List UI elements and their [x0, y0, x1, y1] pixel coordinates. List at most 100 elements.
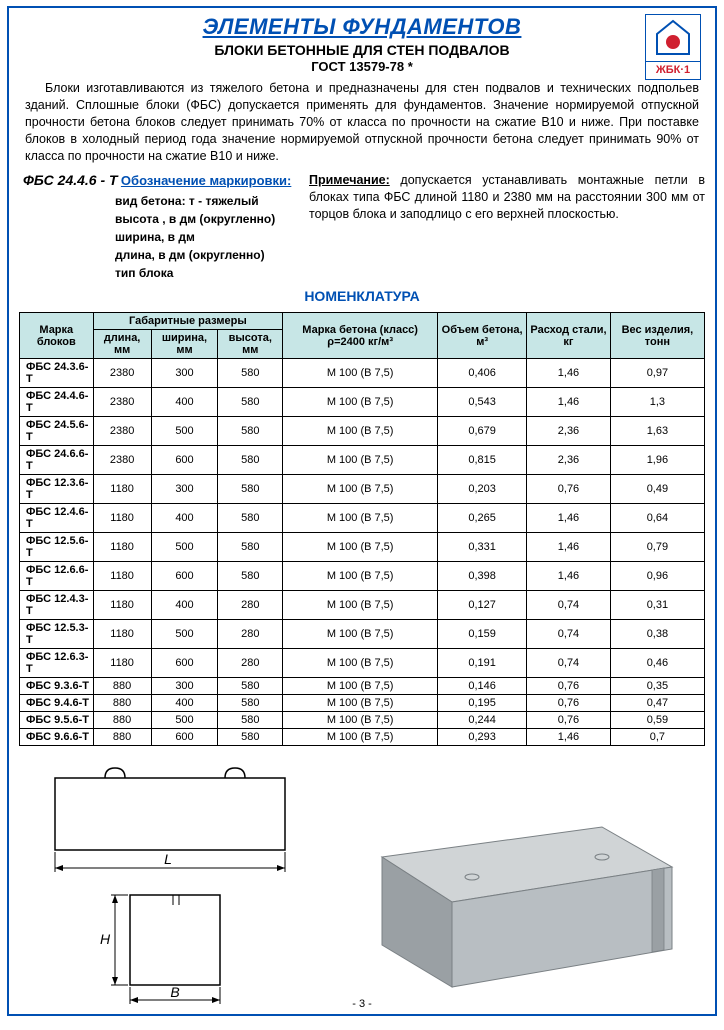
table-cell: 500 [151, 533, 218, 562]
table-cell: 2,36 [527, 446, 611, 475]
table-cell: ФБС 12.5.3-Т [20, 620, 94, 649]
page-number: - 3 - [9, 998, 715, 1010]
table-cell: 300 [151, 678, 218, 695]
svg-text:H: H [100, 931, 111, 947]
table-cell: 0,59 [610, 712, 704, 729]
marking-legend: ФБС 24.4.6 - Т Обозначение маркировки: в… [19, 172, 299, 282]
table-cell: 600 [151, 729, 218, 746]
table-cell: ФБС 24.4.6-Т [20, 388, 94, 417]
table-cell: 1180 [93, 475, 151, 504]
table-cell: 1180 [93, 533, 151, 562]
logo: ЖБК·1 [645, 14, 701, 80]
table-cell: 0,127 [438, 591, 527, 620]
table-cell: 580 [218, 475, 283, 504]
page-subtitle: БЛОКИ БЕТОННЫЕ ДЛЯ СТЕН ПОДВАЛОВ [19, 42, 705, 58]
table-cell: М 100 (В 7,5) [283, 359, 438, 388]
table-cell: М 100 (В 7,5) [283, 620, 438, 649]
table-cell: ФБС 12.4.3-Т [20, 591, 94, 620]
page-title: ЭЛЕМЕНТЫ ФУНДАМЕНТОВ [19, 14, 705, 40]
th-class: Марка бетона (класс) ρ=2400 кг/м³ [283, 313, 438, 359]
table-cell: ФБС 9.6.6-Т [20, 729, 94, 746]
table-cell: 0,195 [438, 695, 527, 712]
table-cell: 0,31 [610, 591, 704, 620]
table-cell: 580 [218, 533, 283, 562]
table-cell: М 100 (В 7,5) [283, 712, 438, 729]
table-cell: М 100 (В 7,5) [283, 695, 438, 712]
diagrams: L B H [19, 760, 705, 1013]
table-cell: 880 [93, 678, 151, 695]
table-cell: ФБС 9.5.6-Т [20, 712, 94, 729]
gost-code: ГОСТ 13579-78 * [19, 59, 705, 74]
table-cell: 580 [218, 678, 283, 695]
table-cell: 580 [218, 712, 283, 729]
table-cell: ФБС 9.4.6-Т [20, 695, 94, 712]
table-row: ФБС 9.4.6-Т880400580М 100 (В 7,5)0,1950,… [20, 695, 705, 712]
page: ЭЛЕМЕНТЫ ФУНДАМЕНТОВ БЛОКИ БЕТОННЫЕ ДЛЯ … [7, 6, 717, 1016]
table-cell: М 100 (В 7,5) [283, 446, 438, 475]
table-cell: 300 [151, 475, 218, 504]
th-width: ширина, мм [151, 330, 218, 359]
table-cell: 0,35 [610, 678, 704, 695]
table-cell: ФБС 9.3.6-Т [20, 678, 94, 695]
table-cell: 0,679 [438, 417, 527, 446]
table-cell: 0,398 [438, 562, 527, 591]
marking-line: вид бетона: т - тяжелый [115, 192, 299, 210]
note-block: Примечание: допускается устанавливать мо… [299, 172, 705, 223]
table-cell: 400 [151, 504, 218, 533]
table-cell: 400 [151, 695, 218, 712]
table-cell: 1180 [93, 649, 151, 678]
marking-line: ширина, в дм [115, 228, 299, 246]
table-cell: 2380 [93, 417, 151, 446]
table-cell: ФБС 12.6.6-Т [20, 562, 94, 591]
isometric-block [345, 760, 699, 1013]
table-cell: 500 [151, 620, 218, 649]
table-cell: 1,46 [527, 359, 611, 388]
table-cell: 1180 [93, 562, 151, 591]
table-cell: 0,38 [610, 620, 704, 649]
table-cell: 580 [218, 695, 283, 712]
marking-line: длина, в дм (округленно) [115, 246, 299, 264]
table-cell: 580 [218, 417, 283, 446]
table-cell: 600 [151, 649, 218, 678]
table-cell: 580 [218, 729, 283, 746]
table-cell: 580 [218, 504, 283, 533]
table-row: ФБС 12.4.3-Т1180400280М 100 (В 7,5)0,127… [20, 591, 705, 620]
th-volume: Объем бетона, м³ [438, 313, 527, 359]
table-cell: ФБС 24.5.6-Т [20, 417, 94, 446]
table-cell: ФБС 24.6.6-Т [20, 446, 94, 475]
table-cell: 600 [151, 446, 218, 475]
table-cell: 0,7 [610, 729, 704, 746]
table-cell: 0,74 [527, 620, 611, 649]
logo-text: ЖБК·1 [646, 61, 700, 78]
table-cell: 2380 [93, 446, 151, 475]
table-cell: 1,46 [527, 729, 611, 746]
table-row: ФБС 12.4.6-Т1180400580М 100 (В 7,5)0,265… [20, 504, 705, 533]
table-cell: ФБС 24.3.6-Т [20, 359, 94, 388]
header: ЭЛЕМЕНТЫ ФУНДАМЕНТОВ БЛОКИ БЕТОННЫЕ ДЛЯ … [19, 14, 705, 74]
table-cell: 0,293 [438, 729, 527, 746]
table-cell: ФБС 12.5.6-Т [20, 533, 94, 562]
table-cell: 0,64 [610, 504, 704, 533]
table-cell: 0,331 [438, 533, 527, 562]
marking-label: Обозначение маркировки: [121, 173, 291, 188]
technical-drawings: L B H [25, 760, 325, 1013]
table-cell: 0,79 [610, 533, 704, 562]
table-cell: 500 [151, 712, 218, 729]
table-cell: 0,244 [438, 712, 527, 729]
table-cell: М 100 (В 7,5) [283, 678, 438, 695]
table-row: ФБС 24.3.6-Т2380300580М 100 (В 7,5)0,406… [20, 359, 705, 388]
table-cell: 0,47 [610, 695, 704, 712]
table-cell: 1180 [93, 591, 151, 620]
table-cell: 280 [218, 649, 283, 678]
table-row: ФБС 12.3.6-Т1180300580М 100 (В 7,5)0,203… [20, 475, 705, 504]
table-row: ФБС 24.4.6-Т2380400580М 100 (В 7,5)0,543… [20, 388, 705, 417]
intro-paragraph: Блоки изготавливаются из тяжелого бетона… [25, 80, 699, 164]
table-cell: 880 [93, 729, 151, 746]
table-cell: М 100 (В 7,5) [283, 504, 438, 533]
logo-icon [646, 15, 700, 61]
table-cell: 580 [218, 446, 283, 475]
svg-text:L: L [164, 851, 172, 867]
marking-lines: вид бетона: т - тяжелый высота , в дм (о… [115, 192, 299, 282]
table-row: ФБС 12.6.3-Т1180600280М 100 (В 7,5)0,191… [20, 649, 705, 678]
table-cell: ФБС 12.6.3-Т [20, 649, 94, 678]
